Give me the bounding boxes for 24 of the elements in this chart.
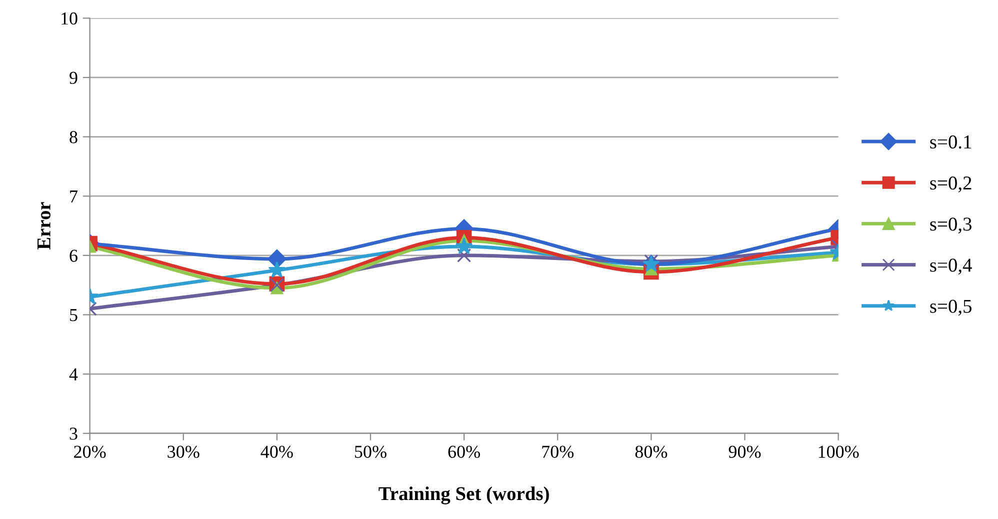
legend-label: s=0,2 [930,176,972,192]
y-axis-title: Error [38,202,50,250]
y-tick-label: 8 [70,131,78,144]
y-tick-label: 3 [70,428,78,440]
y-tick-label: 5 [70,309,78,322]
legend-label: s=0,5 [930,300,972,316]
legend-label: s=0.1 [930,135,972,149]
y-tick-label: 7 [70,190,78,202]
x-axis-title: Training Set (words) [378,486,549,504]
y-tick-label: 6 [70,250,78,262]
legend-label: s=0,4 [930,258,972,275]
x-tick-label: 90% [728,446,761,458]
x-tick-label: 20% [74,446,106,458]
x-tick-label: 50% [355,446,386,458]
x-tick-label: 80% [635,446,668,458]
x-tick-label: 60% [448,446,480,458]
legend-label: s=0,3 [930,218,972,234]
y-tick-label: 10 [62,12,78,25]
y-tick-label: 9 [70,72,78,84]
x-tick-label: 30% [168,446,200,458]
y-tick-label: 4 [69,368,78,380]
x-tick-label: 70% [542,446,574,458]
x-tick-label: 40% [260,446,293,458]
x-tick-label: 100% [818,446,859,458]
